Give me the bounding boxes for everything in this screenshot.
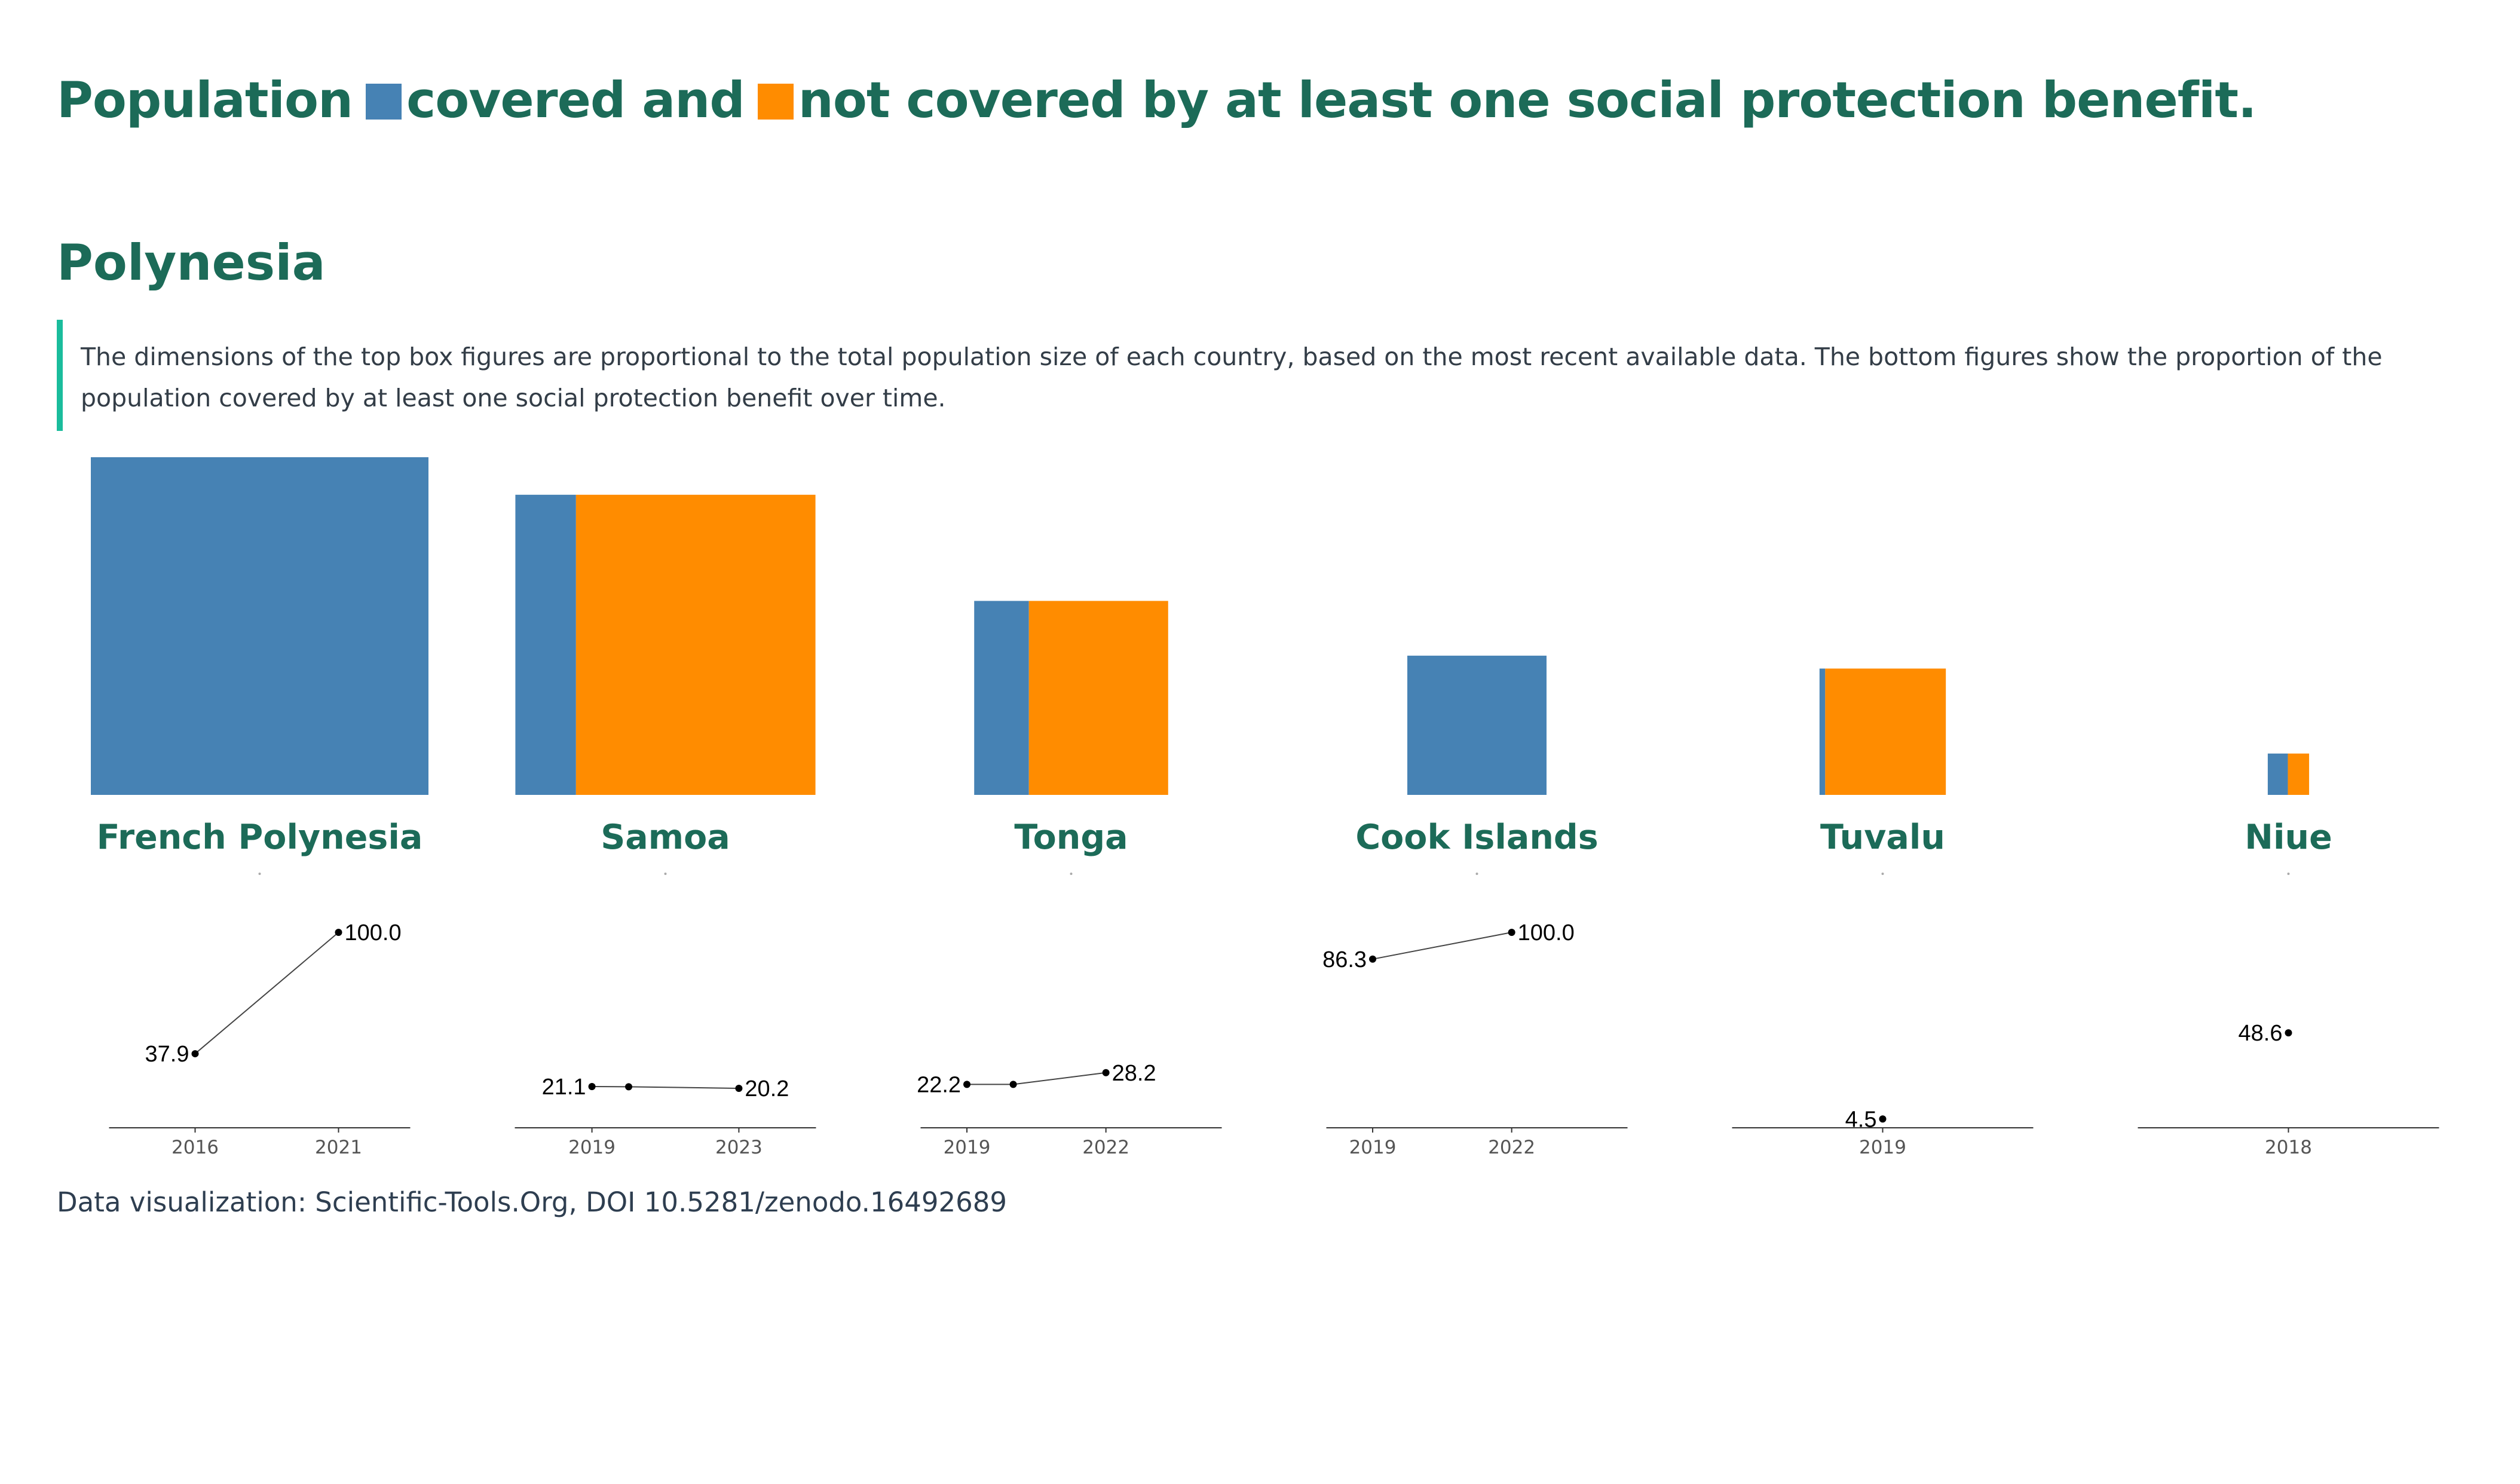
french-polynesia-data-point-2016 — [191, 1050, 199, 1058]
tonga-series-line — [967, 1072, 1106, 1085]
french-polynesia-value-label-2016: 37.9 — [145, 1042, 189, 1067]
footer-credit: Data visualization: Scientific-Tools.Org… — [57, 1186, 1008, 1218]
cook-islands-covered-box — [1407, 656, 1547, 795]
niue-data-point-2018 — [2285, 1029, 2292, 1037]
cook-islands-name-label: Cook Islands — [1355, 818, 1598, 857]
cook-islands-tick-label-2022: 2022 — [1488, 1137, 1535, 1158]
samoa-tick-label-2019: 2019 — [568, 1137, 616, 1158]
cook-islands-data-point-2022 — [1508, 929, 1515, 936]
description-note: The dimensions of the top box figures ar… — [57, 320, 2453, 431]
niue-tick-label-2018: 2018 — [2265, 1137, 2312, 1158]
french-polynesia-series-line — [194, 932, 339, 1054]
cook-islands-value-label-2022: 100.0 — [1518, 920, 1575, 946]
tonga-not-covered-box — [1028, 601, 1168, 795]
niue-not-covered-box — [2288, 753, 2310, 795]
tonga-name-marker — [1070, 873, 1073, 875]
cook-islands-series-line — [1372, 932, 1512, 960]
samoa-tick-label-2023: 2023 — [715, 1137, 763, 1158]
not-covered-legend-swatch — [757, 84, 794, 120]
tonga-tick-label-2019: 2019 — [944, 1137, 991, 1158]
tonga-data-point-2022 — [1102, 1069, 1110, 1076]
samoa-series-line — [592, 1086, 739, 1089]
tonga-data-point-2020 — [1009, 1081, 1017, 1088]
tuvalu-covered-box — [1819, 668, 1826, 795]
samoa-covered-box — [515, 494, 576, 795]
cook-islands-tick-label-2019: 2019 — [1349, 1137, 1397, 1158]
french-polynesia-name-label: French Polynesia — [97, 818, 423, 857]
title-text-not-covered: not covered by at least one social prote… — [798, 71, 2257, 129]
french-polynesia-data-point-2021 — [335, 929, 342, 936]
tonga-value-label-2022: 28.2 — [1112, 1061, 1156, 1086]
tuvalu-name-marker — [1881, 873, 1884, 875]
chart-title: Population covered and not covered by at l… — [57, 71, 2257, 130]
samoa-value-label-2019: 21.1 — [542, 1075, 586, 1100]
french-polynesia-covered-box — [91, 457, 428, 795]
cook-islands-data-point-2019 — [1369, 955, 1377, 963]
samoa-data-point-2023 — [735, 1084, 743, 1092]
french-polynesia-name-marker — [258, 873, 261, 875]
cook-islands-name-marker — [1475, 873, 1478, 875]
samoa-not-covered-box — [575, 494, 816, 795]
tuvalu-tick-label-2019: 2019 — [1859, 1137, 1906, 1158]
french-polynesia-tick-label-2016: 2016 — [172, 1137, 219, 1158]
niue-name-label: Niue — [2245, 818, 2332, 857]
samoa-data-point-2019 — [588, 1083, 596, 1091]
tonga-value-label-2019: 22.2 — [917, 1072, 961, 1097]
tonga-tick-label-2022: 2022 — [1082, 1137, 1129, 1158]
samoa-data-point-2020 — [625, 1083, 633, 1091]
covered-legend-swatch — [366, 84, 402, 120]
niue-value-label-2018: 48.6 — [2239, 1021, 2283, 1046]
tuvalu-not-covered-box — [1825, 668, 1946, 795]
title-text-population: Population — [57, 71, 353, 129]
cook-islands-value-label-2019: 86.3 — [1322, 947, 1367, 972]
tuvalu-name-label: Tuvalu — [1820, 818, 1945, 857]
french-polynesia-tick-label-2021: 2021 — [315, 1137, 362, 1158]
niue-covered-box — [2267, 753, 2288, 795]
french-polynesia-value-label-2021: 100.0 — [345, 920, 402, 946]
samoa-name-marker — [664, 873, 667, 875]
title-text-covered: covered and — [406, 71, 745, 129]
samoa-name-label: Samoa — [601, 818, 730, 857]
region-heading: Polynesia — [57, 234, 326, 292]
tonga-name-label: Tonga — [1014, 818, 1128, 857]
niue-name-marker — [2287, 873, 2290, 875]
samoa-value-label-2023: 20.2 — [745, 1076, 789, 1101]
tuvalu-data-point-2019 — [1879, 1115, 1887, 1123]
tonga-covered-box — [974, 601, 1029, 795]
tonga-data-point-2019 — [963, 1081, 971, 1088]
tuvalu-value-label-2019: 4.5 — [1845, 1107, 1877, 1132]
